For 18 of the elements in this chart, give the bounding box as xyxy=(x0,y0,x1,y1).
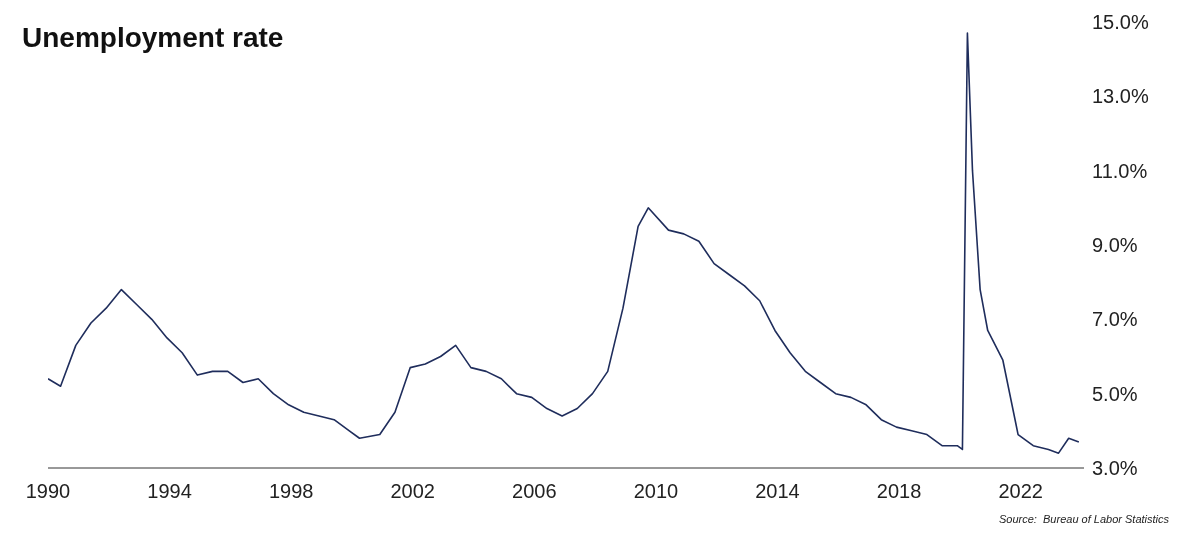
x-tick-label: 2018 xyxy=(876,480,922,503)
x-tick-label: 2022 xyxy=(998,480,1043,503)
x-tick-label: 2014 xyxy=(755,480,800,503)
source-note: Source: Bureau of Labor Statistics xyxy=(999,513,1169,525)
y-tick-label: 3.0% xyxy=(1092,457,1138,480)
y-tick-label: 15.0% xyxy=(1092,11,1149,34)
y-tick-label: 5.0% xyxy=(1092,382,1138,405)
x-tick-label: 2002 xyxy=(390,480,435,503)
y-tick-label: 11.0% xyxy=(1092,159,1148,182)
x-tick-label: 1994 xyxy=(147,480,192,503)
x-tick-label: 1990 xyxy=(25,480,71,503)
x-tick-label: 1998 xyxy=(268,480,314,503)
y-tick-label: 9.0% xyxy=(1092,234,1138,257)
x-tick-label: 2006 xyxy=(512,480,557,503)
y-tick-label: 7.0% xyxy=(1092,308,1138,331)
y-tick-label: 13.0% xyxy=(1092,85,1149,108)
x-tick-label: 2010 xyxy=(633,480,679,503)
chart-title: Unemployment rate xyxy=(22,22,284,54)
